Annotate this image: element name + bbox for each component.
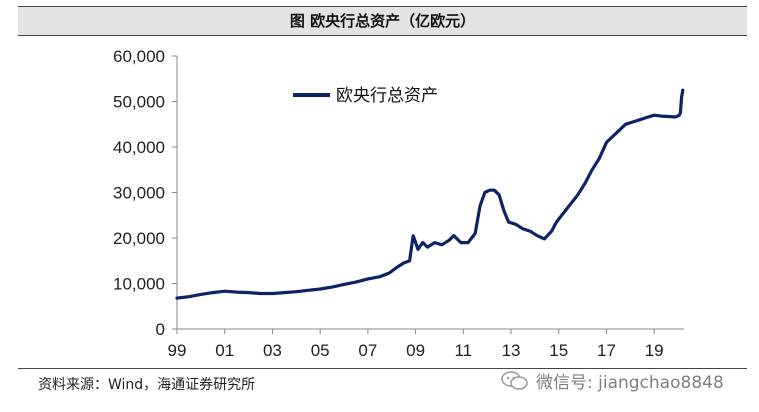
y-tick-label: 10,000: [113, 275, 165, 294]
y-tick-label: 40,000: [113, 138, 165, 157]
x-tick-label: 13: [502, 341, 521, 360]
x-tick-label: 01: [215, 341, 234, 360]
x-tick-label: 09: [406, 341, 425, 360]
y-tick-label: 50,000: [113, 93, 165, 112]
x-tick-label: 15: [549, 341, 568, 360]
x-tick-label: 03: [263, 341, 282, 360]
y-tick-label: 30,000: [113, 184, 165, 203]
y-tick-label: 0: [156, 320, 165, 339]
x-tick-label: 07: [358, 341, 377, 360]
watermark-text: 微信号: jiangchao8848: [536, 373, 724, 393]
series-line: [175, 88, 685, 300]
watermark: 微信号: jiangchao8848: [500, 368, 724, 393]
y-tick-label: 60,000: [113, 47, 165, 66]
x-tick-label: 11: [454, 341, 472, 360]
source-note: 资料来源：Wind，海通证券研究所: [38, 377, 256, 393]
y-tick-label: 20,000: [113, 229, 165, 248]
x-tick-label: 19: [645, 341, 664, 360]
x-tick-label: 99: [168, 341, 187, 360]
chart-title: 图 欧央行总资产（亿欧元）: [289, 12, 476, 30]
x-tick-label: 05: [311, 341, 330, 360]
bottom-rule: [18, 368, 747, 369]
wechat-icon: [501, 370, 528, 390]
title-bar: 图 欧央行总资产（亿欧元）: [18, 6, 747, 36]
x-tick-label: 17: [597, 341, 616, 360]
legend-label: 欧央行总资产: [336, 86, 438, 106]
